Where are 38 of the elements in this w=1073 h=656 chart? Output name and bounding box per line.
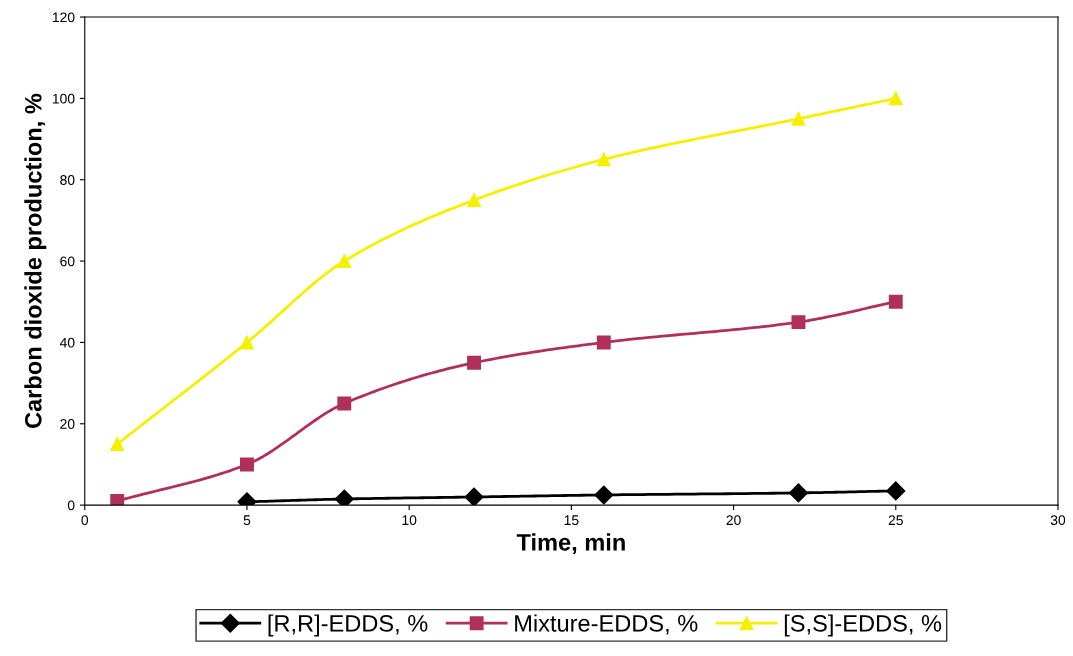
x-axis-title: Time, min bbox=[516, 533, 625, 555]
legend-label: [S,S]-EDDS, % bbox=[784, 614, 942, 637]
y-tick-label: 80 bbox=[60, 175, 75, 185]
point bbox=[596, 152, 611, 167]
point bbox=[788, 483, 808, 503]
point bbox=[594, 485, 614, 505]
y-tick-label: 60 bbox=[60, 256, 75, 267]
point bbox=[337, 396, 352, 411]
point bbox=[791, 315, 806, 330]
x-tick-label: 15 bbox=[564, 515, 579, 526]
point bbox=[240, 335, 254, 350]
legend-label: [R,R]-EDDS, % bbox=[268, 614, 428, 637]
point bbox=[886, 481, 906, 501]
point bbox=[110, 437, 125, 452]
x-tick-label: 0 bbox=[81, 515, 89, 526]
y-tick-label: 100 bbox=[52, 93, 75, 104]
y-tick-label: 40 bbox=[59, 337, 75, 348]
point bbox=[467, 355, 481, 370]
x-tick-label: 30 bbox=[1050, 515, 1066, 526]
legend-label: Mixture-EDDS, % bbox=[515, 614, 698, 635]
x-tick-label: 25 bbox=[888, 515, 903, 526]
y-tick-label: 20 bbox=[60, 419, 75, 429]
x-tick-label: 10 bbox=[402, 515, 417, 526]
point bbox=[888, 91, 903, 106]
point bbox=[464, 487, 484, 506]
point bbox=[888, 294, 903, 309]
point bbox=[791, 111, 806, 126]
point bbox=[467, 193, 481, 208]
x-tick-label: 5 bbox=[243, 515, 251, 526]
point bbox=[337, 254, 352, 269]
point bbox=[110, 494, 125, 506]
x-tick-label: 20 bbox=[726, 515, 741, 526]
point bbox=[240, 457, 254, 472]
point bbox=[334, 489, 354, 506]
point bbox=[596, 335, 611, 350]
y-axis-title: Carbon dioxide production, % bbox=[24, 93, 47, 429]
y-tick-label: 120 bbox=[52, 12, 75, 23]
y-tick-label: 0 bbox=[67, 500, 75, 511]
